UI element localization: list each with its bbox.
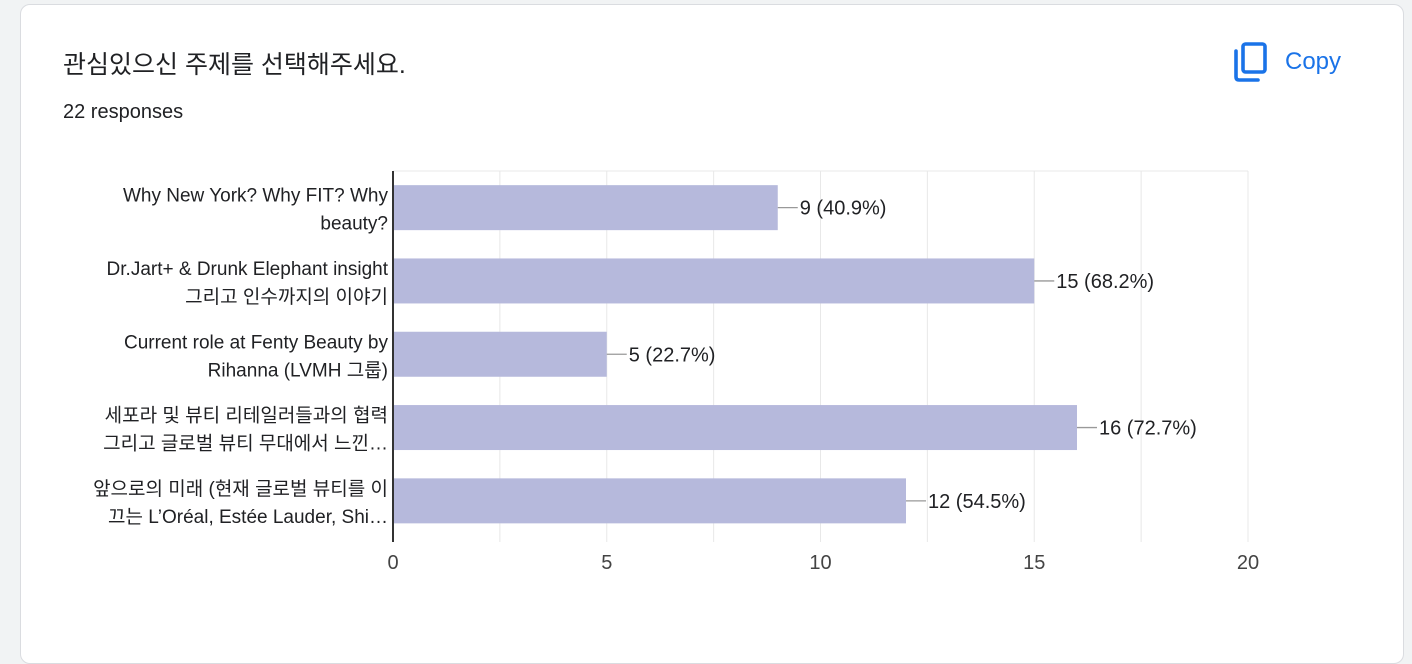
copy-icon — [1234, 42, 1267, 82]
bar — [393, 405, 1077, 451]
data-label: 15 (68.2%) — [1056, 271, 1154, 293]
data-label: 5 (22.7%) — [629, 344, 716, 366]
question-card: 관심있으신 주제를 선택해주세요. 22 responses Copy 9 (4… — [20, 4, 1404, 664]
category-label: Why New York? Why FIT? Why — [123, 186, 389, 207]
x-tick-label: 5 — [601, 552, 612, 574]
data-label: 16 (72.7%) — [1099, 418, 1197, 440]
category-label: 그리고 인수까지의 이야기 — [185, 286, 388, 308]
x-tick-label: 15 — [1023, 552, 1045, 574]
data-label: 9 (40.9%) — [800, 198, 887, 220]
x-tick-label: 10 — [809, 552, 831, 574]
category-label: 그리고 글로벌 뷰티 무대에서 느낀… — [103, 433, 388, 455]
x-tick-label: 0 — [387, 552, 398, 574]
category-label: 세포라 및 뷰티 리테일러들과의 협력 — [105, 405, 388, 427]
x-tick-label: 20 — [1237, 552, 1259, 574]
bar — [393, 258, 1035, 304]
data-label: 12 (54.5%) — [928, 491, 1026, 513]
category-label: 끄는 L’Oréal, Estée Lauder, Shi… — [108, 507, 388, 528]
copy-label: Copy — [1285, 48, 1342, 75]
bar — [393, 331, 607, 377]
bar — [393, 185, 778, 231]
category-label: Current role at Fenty Beauty by — [124, 332, 389, 353]
question-title: 관심있으신 주제를 선택해주세요. — [63, 51, 406, 79]
response-count: 22 responses — [63, 101, 184, 123]
category-label: 앞으로의 미래 (현재 글로벌 뷰티를 이 — [93, 478, 388, 500]
category-label: beauty? — [320, 214, 388, 235]
bar — [393, 478, 906, 524]
copy-button[interactable]: Copy — [1233, 39, 1341, 85]
category-label: Rihanna (LVMH 그룹) — [208, 360, 388, 381]
bar-chart: 9 (40.9%) Why New York? Why FIT? Why beaut… — [93, 170, 1259, 574]
category-label: Dr.Jart+ & Drunk Elephant insight — [107, 259, 389, 280]
